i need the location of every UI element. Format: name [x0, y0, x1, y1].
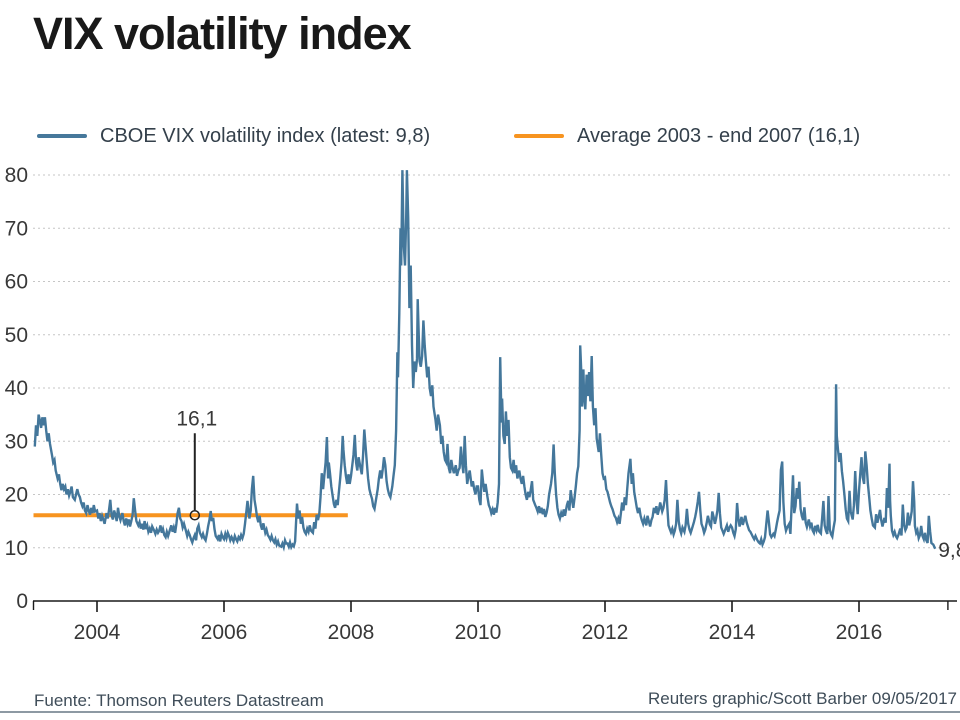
- y-tick-label: 0: [16, 590, 28, 613]
- x-tick-label: 2010: [455, 621, 502, 644]
- y-tick-label: 60: [5, 271, 28, 294]
- y-tick-label: 80: [5, 164, 28, 187]
- x-tick-label: 2004: [74, 621, 121, 644]
- page-title: VIX volatility index: [33, 8, 412, 59]
- callout-label: 16,1: [176, 407, 217, 430]
- legend-item-vix: CBOE VIX volatility index (latest: 9,8): [37, 121, 430, 151]
- legend-item-average: Average 2003 - end 2007 (16,1): [514, 121, 860, 151]
- y-tick-label: 20: [5, 484, 28, 507]
- legend-label-average: Average 2003 - end 2007 (16,1): [577, 124, 861, 147]
- x-tick-label: 2012: [582, 621, 629, 644]
- x-tick-label: 2014: [709, 621, 756, 644]
- source-text: Fuente: Thomson Reuters Datastream: [34, 691, 324, 710]
- x-tick-label: 2006: [201, 621, 248, 644]
- callout-marker: [189, 510, 201, 521]
- credit-text: Reuters graphic/Scott Barber 09/05/2017: [647, 689, 957, 708]
- y-tick-label: 40: [5, 377, 28, 400]
- latest-value-label: 9,8: [938, 539, 960, 562]
- x-tick-label: 2008: [328, 621, 375, 644]
- vix-line-swatch: [37, 134, 87, 138]
- x-tick-label: 2016: [836, 621, 883, 644]
- y-tick-label: 30: [5, 430, 28, 453]
- chart-legend: CBOE VIX volatility index (latest: 9,8) …: [0, 121, 960, 151]
- footer-rule: [0, 711, 960, 713]
- y-tick-label: 70: [5, 217, 28, 240]
- vix-line: [33, 170, 937, 552]
- y-tick-label: 50: [5, 324, 28, 347]
- average-line-swatch: [514, 134, 564, 138]
- legend-label-vix: CBOE VIX volatility index (latest: 9,8): [100, 124, 431, 147]
- y-tick-label: 10: [5, 537, 28, 560]
